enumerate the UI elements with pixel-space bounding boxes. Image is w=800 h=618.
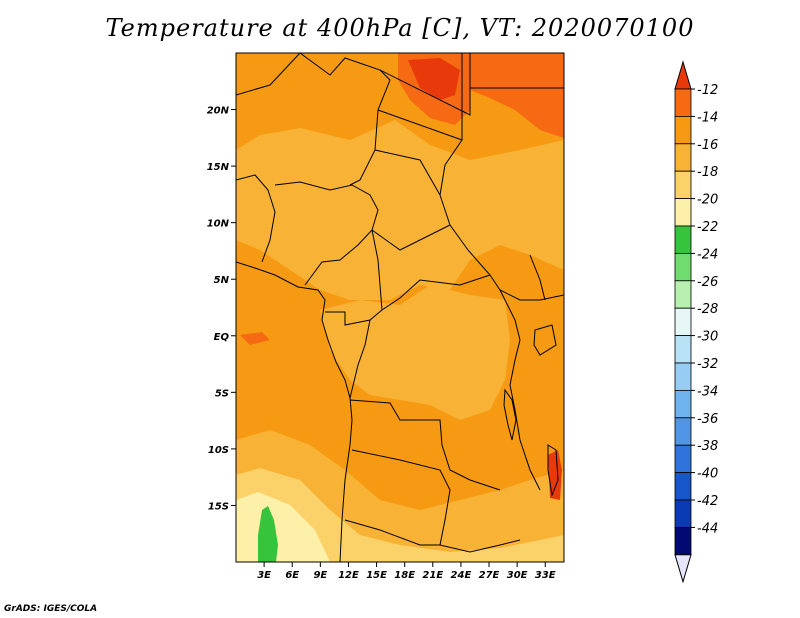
border-line (374, 149, 441, 196)
shade-band-18-16-central (320, 285, 510, 420)
colorbar-level-label: -44 (697, 521, 718, 536)
colorbar-swatch (674, 307, 692, 337)
lon-tick-label: 15E (366, 570, 387, 581)
lat-tick-label: 15S (208, 501, 229, 512)
colorbar-level-label: -16 (697, 138, 718, 153)
lake-outline (547, 444, 559, 497)
lon-tick-label: 21E (422, 570, 443, 581)
latitude-axis: 20N 15N 10N 5N EQ 5S 10S 15S (207, 106, 236, 512)
colorbar-level-label: -42 (697, 494, 718, 509)
colorbar-level-label: -12 (697, 83, 718, 98)
lat-tick-label: EQ (214, 332, 230, 343)
shade-band-12-southeast (548, 450, 562, 500)
colorbar-swatch (674, 170, 692, 199)
colorbar-level-label: -34 (697, 384, 718, 399)
shade-band-12-equator (240, 332, 270, 345)
colorbar-level-label: -26 (697, 275, 718, 290)
longitude-axis: 3E 6E 9E 12E 15E 18E 21E 24E 27E 30E 33E (257, 562, 556, 581)
colorbar-level-label: -30 (697, 330, 718, 345)
map-frame (235, 52, 565, 563)
colorbar-level-label: -28 (697, 302, 718, 317)
border-line (499, 289, 541, 491)
colorbar-top-triangle (674, 60, 692, 90)
lake-outline (533, 324, 557, 356)
border-line (349, 319, 371, 399)
lon-tick-label: 33E (535, 570, 556, 581)
colorbar-level-label: -36 (697, 412, 718, 427)
shade-band-18-16-north (236, 120, 564, 300)
chart-title: Temperature at 400hPa [C], VT: 202007010… (105, 14, 695, 42)
shade-band-24-22 (258, 506, 278, 562)
border-line (379, 53, 471, 116)
border-line (377, 53, 463, 141)
border-line (529, 254, 546, 301)
border-line (371, 224, 451, 251)
border-line (351, 449, 451, 546)
lon-tick-label: 18E (394, 570, 415, 581)
colorbar-swatch (674, 335, 692, 364)
shade-band-12-core (408, 58, 460, 100)
border-line (371, 229, 491, 311)
colorbar-swatch (674, 280, 692, 309)
colorbar-swatch (674, 198, 692, 227)
colorbar-swatch (674, 362, 692, 391)
lat-tick-label: 5S (215, 388, 229, 399)
border-line (274, 181, 379, 286)
lake-outline (503, 388, 517, 441)
lat-tick-label: 5N (214, 275, 230, 286)
colorbar: -12 -14 -16 -18 -20 -22 -24 -26 -28 -30 -32 -34 -36 -… (674, 60, 718, 584)
colorbar-level-label: -22 (697, 220, 718, 235)
lon-tick-label: 30E (507, 570, 528, 581)
lon-tick-label: 24E (451, 570, 472, 581)
border-line (344, 519, 521, 553)
border-line (299, 53, 391, 186)
lon-tick-label: 9E (313, 570, 327, 581)
lon-tick-label: 6E (285, 570, 299, 581)
border-line (439, 139, 564, 301)
colorbar-level-label: -38 (697, 439, 718, 454)
colorbar-swatch (674, 499, 692, 528)
colorbar-swatch (674, 444, 692, 474)
country-borders (236, 53, 564, 562)
credit-text: GrADS: IGES/COLA (4, 604, 98, 614)
lat-tick-label: 20N (207, 106, 230, 117)
lat-tick-label: 15N (207, 162, 230, 173)
border-line (236, 53, 301, 96)
border-line (236, 174, 276, 263)
border-line (349, 399, 501, 491)
colorbar-swatch (674, 252, 692, 282)
colorbar-swatch (674, 116, 692, 145)
colorbar-bottom-triangle (674, 554, 692, 584)
colorbar-swatch (674, 527, 692, 556)
shade-band-14-12-northeast (470, 53, 564, 138)
lon-tick-label: 12E (338, 570, 359, 581)
lat-tick-label: 10N (207, 219, 230, 230)
lon-tick-label: 3E (257, 570, 271, 581)
colorbar-level-label: -18 (697, 165, 718, 180)
colorbar-level-label: -32 (697, 357, 718, 372)
colorbar-level-label: -24 (697, 247, 718, 262)
colorbar-swatch (674, 472, 692, 501)
colorbar-swatch (674, 389, 692, 419)
coastline-west (236, 261, 353, 562)
border-line (325, 309, 383, 326)
lon-tick-label: 27E (479, 570, 500, 581)
colorbar-level-label: -20 (697, 193, 718, 208)
colorbar-swatch (674, 143, 692, 172)
colorbar-swatch (674, 225, 692, 254)
colorbar-swatch (674, 88, 692, 117)
temperature-field (236, 53, 564, 562)
colorbar-level-label: -14 (697, 110, 718, 125)
colorbar-swatch (674, 417, 692, 446)
colorbar-level-label: -40 (697, 467, 718, 482)
lat-tick-label: 10S (208, 445, 229, 456)
